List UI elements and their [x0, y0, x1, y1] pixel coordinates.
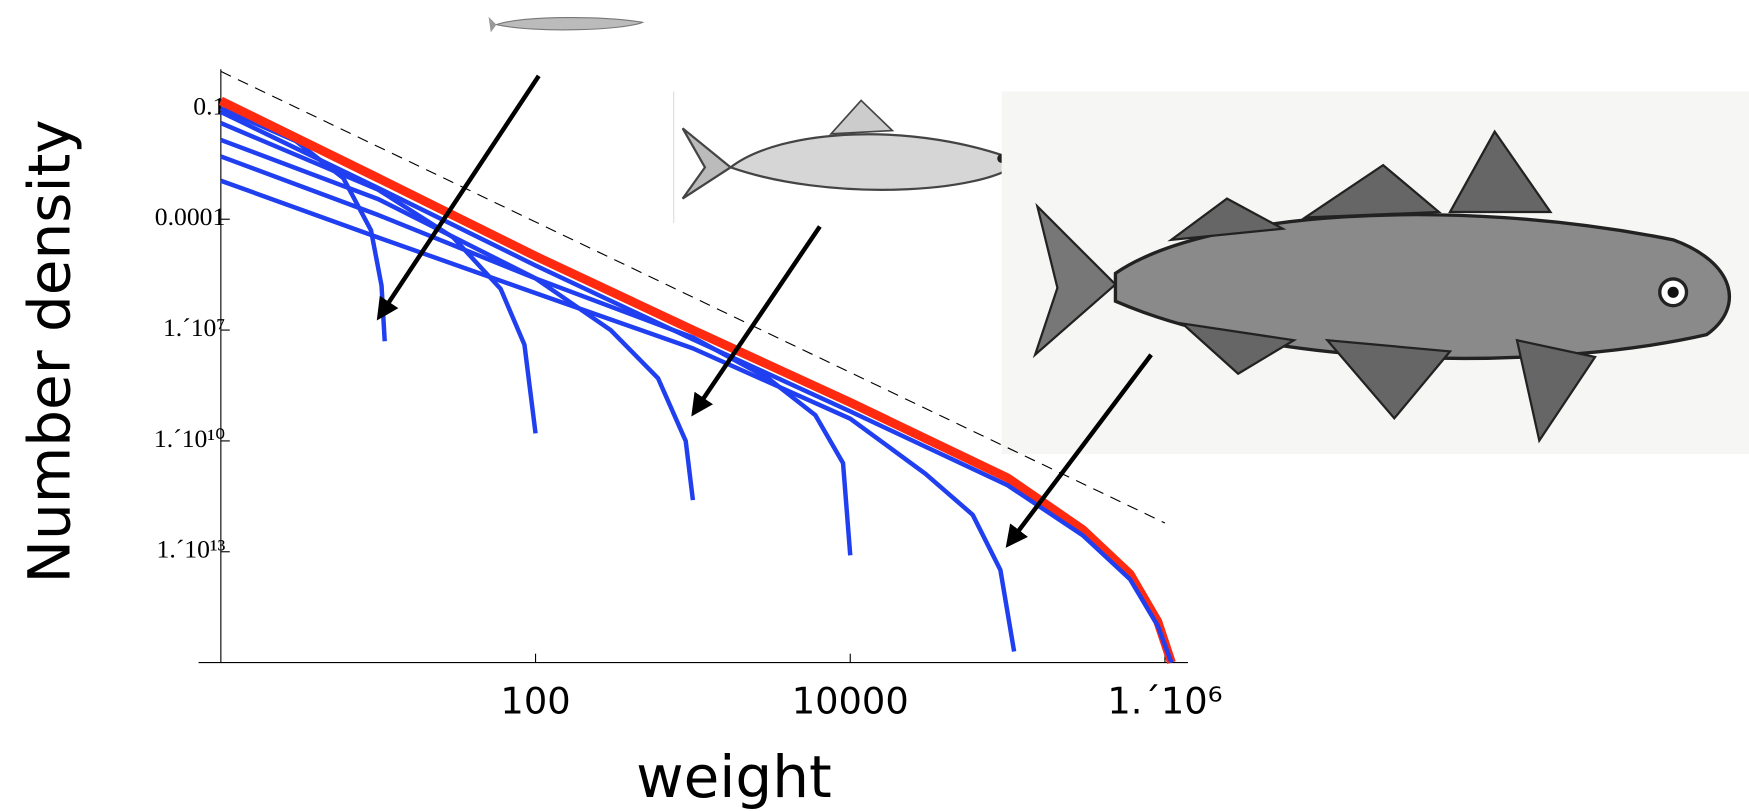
- y-tick-label: 1.´10¹⁰: [154, 424, 225, 453]
- fish-cod: [1002, 92, 1749, 455]
- x-axis-label: weight: [636, 743, 832, 811]
- fish-herring: [674, 92, 1021, 224]
- arrow: [379, 76, 539, 317]
- arrow: [694, 226, 820, 412]
- x-tick-label: 10000: [792, 679, 909, 722]
- x-tick-label: 1.´10⁶: [1107, 679, 1222, 722]
- y-tick-label: 1.´10¹³: [157, 535, 226, 564]
- fish-sandeel: [489, 17, 643, 33]
- y-tick-label: 0.0001: [155, 202, 226, 231]
- page: {"chart_data": {"type": "line", "xlabel"…: [0, 0, 1749, 811]
- y-axis-label: Number density: [16, 119, 84, 583]
- y-tick-label: 1.´10⁷: [163, 313, 225, 342]
- y-tick-label: 0.1: [193, 91, 225, 120]
- series-line: [221, 140, 693, 500]
- chart: 100 10000 1.´10⁶ 0.1 0.0001 1.´10⁷ 1.´10¹⁰ 1.´1…: [0, 0, 1749, 811]
- series-line: [221, 181, 1014, 652]
- x-tick-label: 100: [500, 679, 570, 722]
